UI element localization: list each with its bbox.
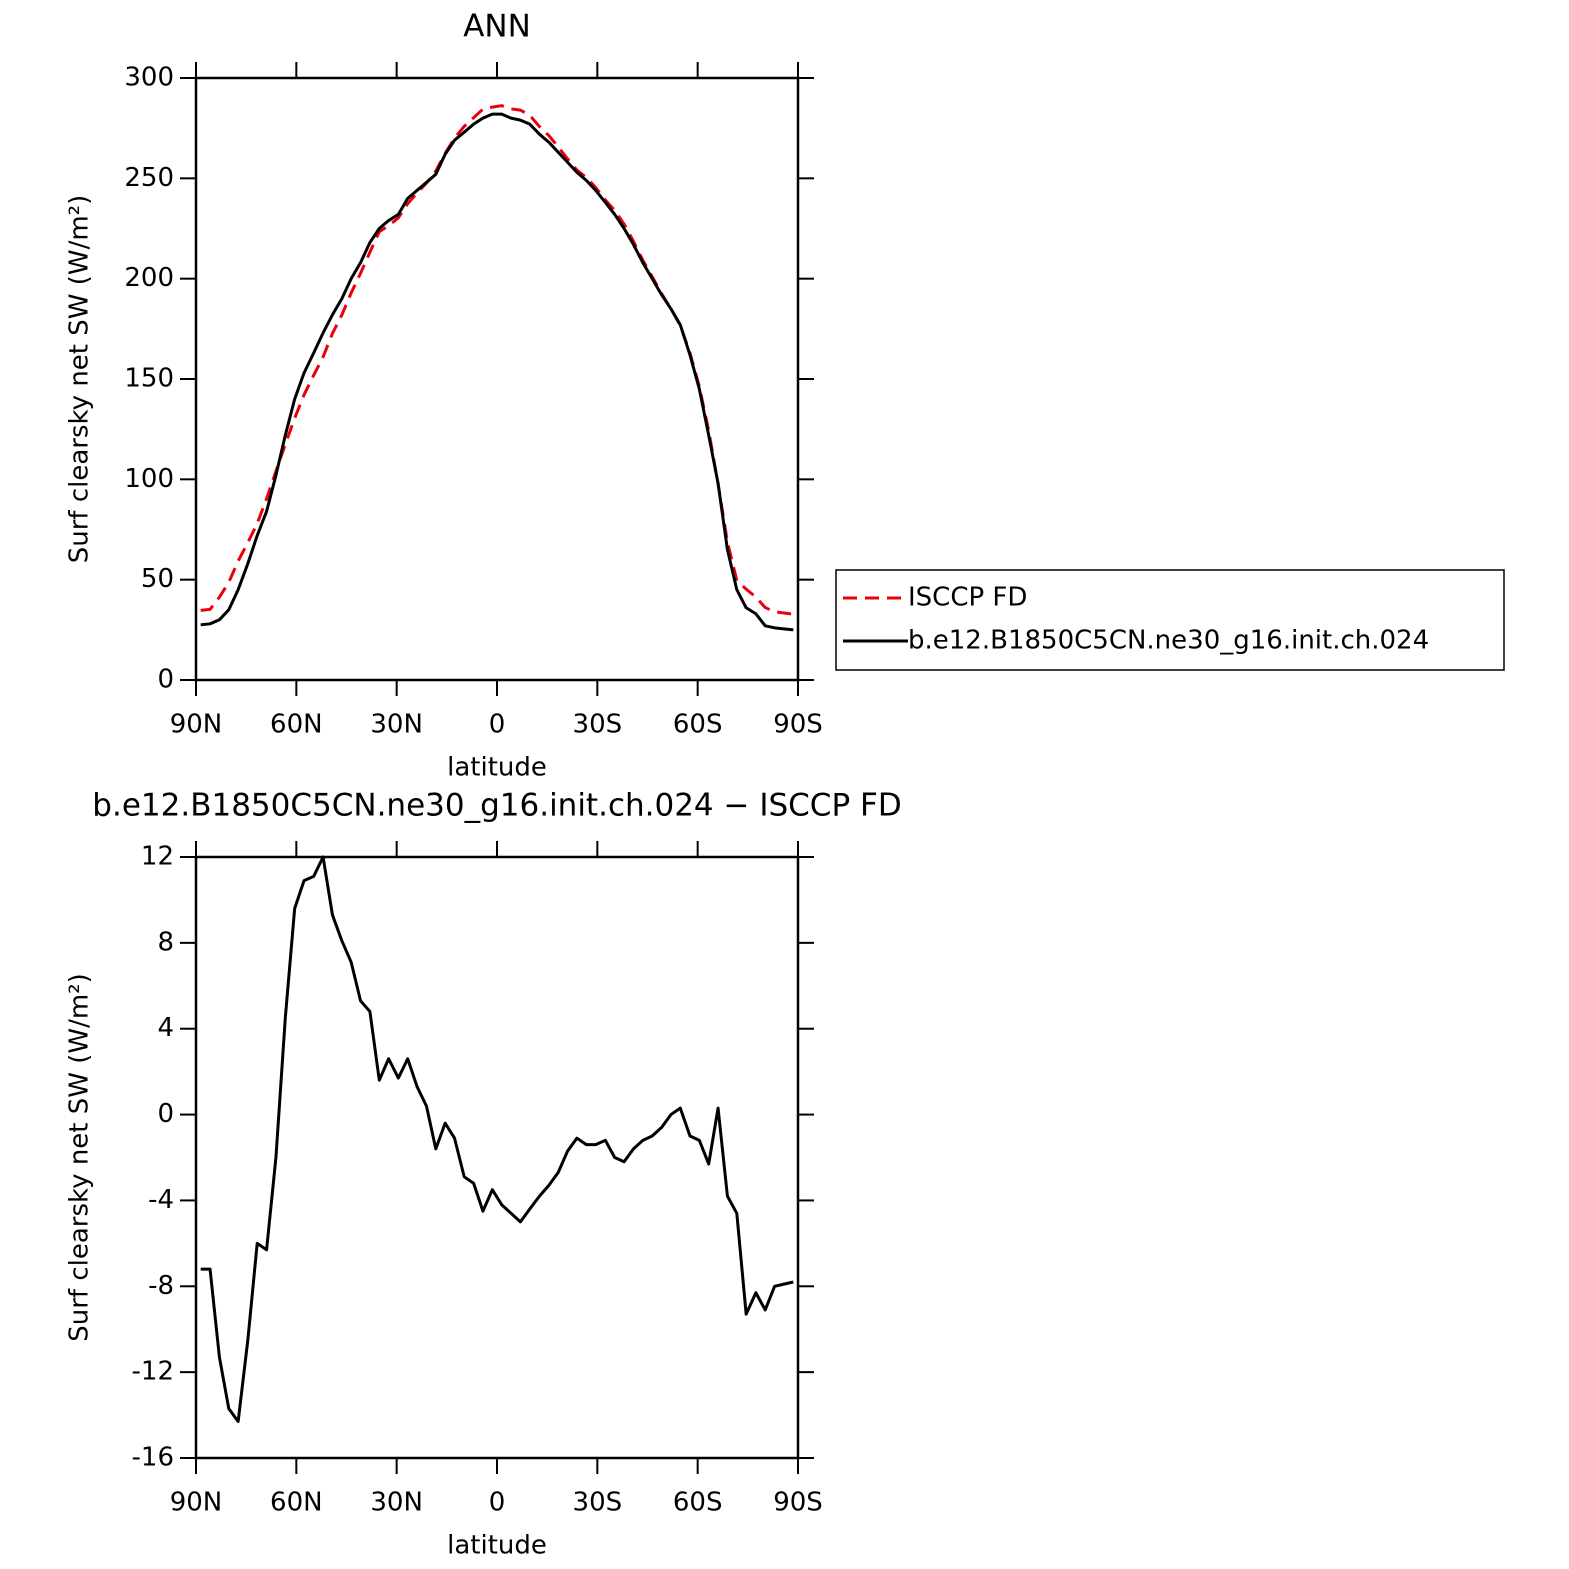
- y-tick-label: 4: [157, 1013, 174, 1043]
- data-line: [200, 112, 794, 632]
- x-tick-label: 90S: [773, 710, 823, 740]
- x-tick-label: 0: [489, 1488, 506, 1518]
- x-axis-label: latitude: [447, 1531, 547, 1561]
- y-tick-label: 200: [124, 263, 174, 293]
- x-tick-label: 60S: [673, 710, 723, 740]
- legend-box: [835, 569, 1505, 671]
- x-tick-label: 60N: [270, 710, 323, 740]
- y-tick-label: 100: [124, 464, 174, 494]
- y-tick-label: 300: [124, 63, 174, 93]
- chart-title: b.e12.B1850C5CN.ne30_g16.init.ch.024 − I…: [92, 788, 901, 824]
- x-tick-label: 60S: [673, 1488, 723, 1518]
- x-tick-label: 60N: [270, 1488, 323, 1518]
- y-tick-label: -8: [148, 1271, 174, 1301]
- x-tick-label: 90S: [773, 1488, 823, 1518]
- chart-title: ANN: [463, 9, 531, 45]
- x-tick-label: 90N: [170, 1488, 223, 1518]
- y-tick-label: 0: [157, 1099, 174, 1129]
- x-tick-label: 30N: [370, 710, 423, 740]
- data-line: [200, 855, 794, 1424]
- legend-label: ISCCP FD: [908, 583, 1027, 613]
- x-axis-label: latitude: [447, 753, 547, 783]
- x-tick-label: 30N: [370, 1488, 423, 1518]
- y-tick-label: 50: [141, 564, 174, 594]
- y-tick-label: -12: [132, 1357, 174, 1387]
- y-tick-label: -16: [132, 1443, 174, 1473]
- x-tick-label: 0: [489, 710, 506, 740]
- x-tick-label: 30S: [573, 1488, 623, 1518]
- y-axis-label: Surf clearsky net SW (W/m²): [65, 195, 95, 563]
- plot-frame: [194, 855, 800, 1460]
- y-tick-label: 250: [124, 163, 174, 193]
- legend-label: b.e12.B1850C5CN.ne30_g16.init.ch.024: [908, 626, 1429, 656]
- x-tick-label: 30S: [573, 710, 623, 740]
- y-tick-label: 8: [157, 927, 174, 957]
- y-tick-label: 12: [141, 842, 174, 872]
- x-tick-label: 90N: [170, 710, 223, 740]
- y-tick-label: 0: [157, 665, 174, 695]
- y-axis-label: Surf clearsky net SW (W/m²): [65, 973, 95, 1341]
- data-line: [200, 104, 794, 616]
- y-tick-label: 150: [124, 364, 174, 394]
- y-tick-label: -4: [148, 1185, 174, 1215]
- plot-frame: [194, 76, 800, 682]
